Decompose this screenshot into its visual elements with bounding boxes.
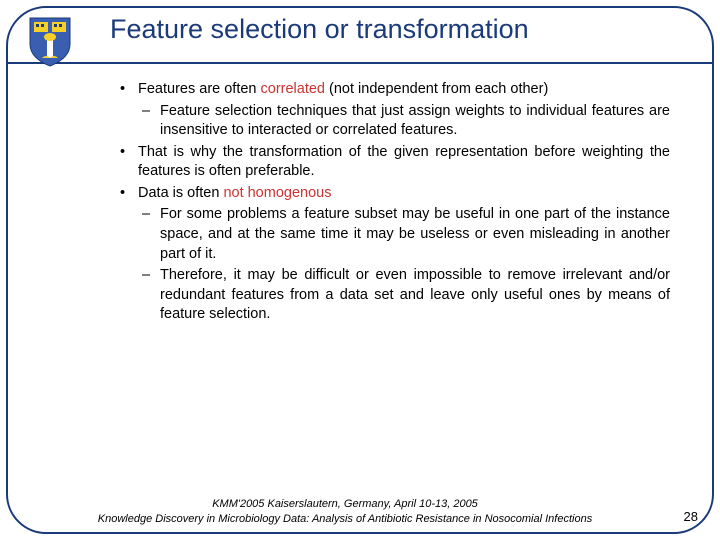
- university-logo: [26, 14, 74, 70]
- page-number: 28: [684, 509, 698, 524]
- bullet-3: Data is often not homogenous For some pr…: [120, 184, 670, 325]
- bullet-1: Features are often correlated (not indep…: [120, 80, 670, 141]
- bullet-1-sub-1: Feature selection techniques that just a…: [138, 102, 670, 141]
- bullet-1-accent: correlated: [261, 81, 325, 97]
- footer-line-1: KMM'2005 Kaiserslautern, Germany, April …: [20, 497, 670, 511]
- slide-footer: KMM'2005 Kaiserslautern, Germany, April …: [20, 497, 670, 526]
- bullet-1-text-pre: Features are often: [138, 81, 261, 97]
- footer-line-2: Knowledge Discovery in Microbiology Data…: [20, 512, 670, 526]
- bullet-1-text-post: (not independent from each other): [325, 81, 548, 97]
- title-underline: [8, 62, 712, 64]
- bullet-2: That is why the transformation of the gi…: [120, 143, 670, 182]
- bullet-3-accent: not homogenous: [223, 185, 331, 201]
- slide-body: Features are often correlated (not indep…: [120, 80, 670, 327]
- bullet-3-sub-2: Therefore, it may be difficult or even i…: [138, 266, 670, 325]
- bullet-3-sub-1: For some problems a feature subset may b…: [138, 205, 670, 264]
- slide-title: Feature selection or transformation: [110, 14, 680, 45]
- bullet-3-text-pre: Data is often: [138, 185, 223, 201]
- title-area: Feature selection or transformation: [110, 14, 680, 45]
